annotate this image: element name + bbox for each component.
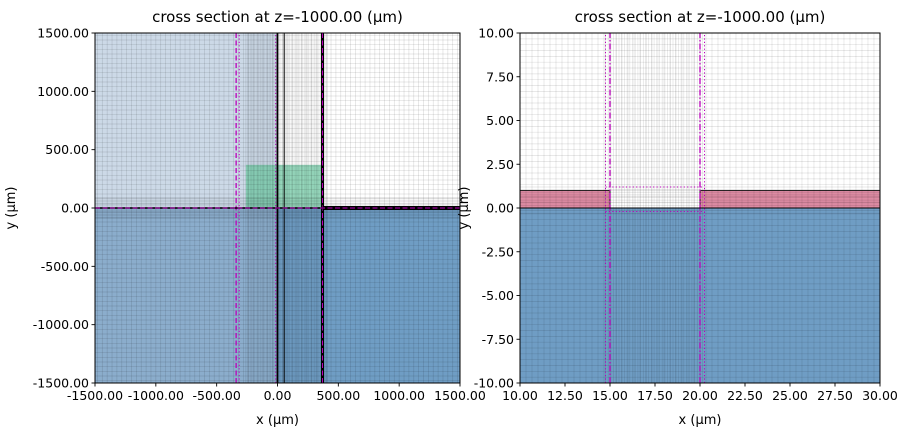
x-tick-label: 30.00 [862, 388, 898, 403]
y-tick-label: -1500.00 [33, 376, 89, 391]
x-tick-label: 0.00 [264, 388, 292, 403]
y-tick-label: 0.00 [61, 201, 89, 216]
y-axis-label: y (µm) [4, 187, 19, 230]
x-tick-label: -1500.00 [67, 388, 123, 403]
y-tick-label: 5.00 [486, 113, 514, 128]
x-tick-label: 1500.00 [434, 388, 486, 403]
x-tick-label: 17.50 [637, 388, 673, 403]
x-axis-label: x (µm) [256, 413, 299, 428]
x-tick-label: 22.50 [727, 388, 763, 403]
region-substrate-lower-half [520, 208, 880, 383]
x-tick-label: -500.00 [193, 388, 241, 403]
y-tick-label: -2.50 [482, 244, 514, 259]
plot-title: cross section at z=-1000.00 (µm) [152, 8, 403, 26]
x-tick-label: 500.00 [316, 388, 360, 403]
x-tick-label: -1000.00 [128, 388, 184, 403]
y-tick-label: 1500.00 [37, 26, 89, 41]
y-tick-label: -500.00 [41, 259, 89, 274]
y-tick-label: -7.50 [482, 332, 514, 347]
y-tick-label: 0.00 [486, 201, 514, 216]
x-tick-label: 20.00 [682, 388, 718, 403]
x-tick-label: 27.50 [817, 388, 853, 403]
y-tick-label: 7.50 [486, 69, 514, 84]
x-tick-label: 15.00 [592, 388, 628, 403]
y-tick-label: 1000.00 [37, 84, 89, 99]
x-tick-label: 25.00 [772, 388, 808, 403]
plot-title: cross section at z=-1000.00 (µm) [575, 8, 826, 26]
y-tick-label: -5.00 [482, 288, 514, 303]
x-axis-label: x (µm) [679, 413, 722, 428]
y-tick-label: -10.00 [474, 376, 514, 391]
y-tick-label: 500.00 [45, 142, 89, 157]
left-cross-section-plot: -1500.00 -1000.00 -500.00 0.00 500.00 1000.00… [4, 8, 486, 428]
y-axis-label: y (µm) [457, 187, 472, 230]
x-tick-label: 1000.00 [373, 388, 425, 403]
x-tick-label: 12.50 [547, 388, 583, 403]
y-tick-label: 10.00 [478, 26, 514, 41]
right-cross-section-plot: 10.00 12.50 15.00 17.50 20.00 22.50 25.00 27.50… [457, 8, 898, 428]
y-tick-label: -1000.00 [33, 317, 89, 332]
y-tick-label: 2.50 [486, 157, 514, 172]
x-tick-label: 10.00 [502, 388, 538, 403]
